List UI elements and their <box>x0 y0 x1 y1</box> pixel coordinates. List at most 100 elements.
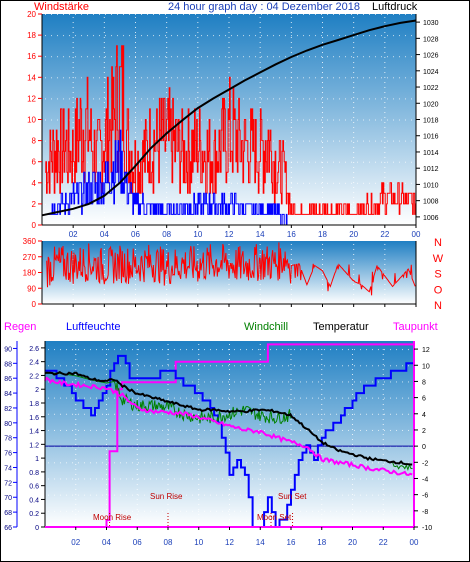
grid-dot <box>291 35 292 37</box>
grid-dot <box>231 182 232 184</box>
grid-dot <box>321 429 323 430</box>
grid-dot <box>216 413 217 415</box>
grid-dot <box>318 494 319 496</box>
grid-dot <box>84 381 85 383</box>
direction-y-tick-label: 360 <box>23 237 37 246</box>
grid-dot <box>171 14 172 15</box>
grid-dot <box>384 132 386 133</box>
grid-dot <box>300 494 301 496</box>
grid-dot <box>333 35 334 37</box>
grid-dot <box>384 299 386 300</box>
grid-dot <box>259 384 261 385</box>
grid-dot <box>339 161 340 163</box>
grid-dot <box>57 56 58 58</box>
grid-dot <box>144 365 145 367</box>
grid-dot <box>321 519 323 520</box>
grid-dot <box>330 462 331 464</box>
grid-dot <box>72 365 73 367</box>
grid-dot <box>290 197 292 198</box>
grid-dot <box>135 56 136 58</box>
grid-dot <box>57 14 58 15</box>
grid-dot <box>123 161 124 163</box>
grid-dot <box>366 510 367 512</box>
grid-dot <box>321 384 323 385</box>
grid-dot <box>336 429 337 431</box>
grid-dot <box>291 161 292 163</box>
grid-dot <box>167 524 169 525</box>
grid-dot <box>360 478 361 480</box>
grid-dot <box>369 182 370 184</box>
grid-dot <box>264 381 265 383</box>
grid-dot <box>106 464 107 465</box>
grid-dot <box>363 161 364 163</box>
grid-dot <box>159 35 160 37</box>
grid-dot <box>369 56 370 58</box>
grid-dot <box>167 504 169 505</box>
grid-dot <box>138 349 139 351</box>
grid-dot <box>408 397 409 399</box>
grid-dot <box>136 489 138 490</box>
grid-dot <box>75 484 77 485</box>
grid-dot <box>136 389 138 390</box>
grid-dot <box>99 98 100 100</box>
grid-dot <box>48 429 49 431</box>
grid-dot <box>322 67 323 68</box>
grid-dot <box>166 192 168 193</box>
grid-dot <box>216 349 217 351</box>
grid-dot <box>103 177 105 178</box>
windchill-label: Windchill <box>244 321 288 333</box>
grid-dot <box>259 464 261 465</box>
grid-dot <box>72 62 74 63</box>
grid-dot <box>290 202 292 203</box>
grid-dot <box>129 35 130 37</box>
grid-dot <box>321 394 323 395</box>
grid-dot <box>105 35 106 37</box>
grid-dot <box>129 140 130 142</box>
grid-dot <box>259 249 261 250</box>
grid-dot <box>228 510 229 512</box>
humidity-y-tick-label: 68 <box>4 510 12 517</box>
grid-dot <box>264 478 265 480</box>
grid-dot <box>75 354 77 355</box>
grid-dot <box>321 419 323 420</box>
grid-dot <box>321 349 323 350</box>
grid-dot <box>69 56 70 58</box>
grid-dot <box>322 147 323 148</box>
grid-dot <box>297 98 298 100</box>
grid-dot <box>279 35 280 37</box>
grid-dot <box>167 389 169 390</box>
grid-dot <box>273 140 274 142</box>
grid-dot <box>396 397 397 399</box>
regen-y-tick-label: 1.6 <box>29 415 39 422</box>
humidity-y-tick-label: 72 <box>4 480 12 487</box>
grid-dot <box>48 397 49 399</box>
grid-dot <box>174 397 175 399</box>
grid-dot <box>207 77 208 79</box>
grid-dot <box>210 397 211 399</box>
grid-dot <box>322 264 323 265</box>
grid-dot <box>321 454 323 455</box>
grid-dot <box>322 284 323 285</box>
grid-dot <box>322 22 323 23</box>
grid-dot <box>144 494 145 496</box>
grid-dot <box>322 57 323 58</box>
grid-dot <box>136 509 138 510</box>
grid-dot <box>322 279 323 280</box>
grid-dot <box>186 381 187 383</box>
grid-dot <box>354 462 355 464</box>
grid-dot <box>198 434 200 435</box>
grid-dot <box>290 52 292 53</box>
grid-dot <box>51 140 52 142</box>
grid-dot <box>322 32 323 33</box>
grid-dot <box>72 117 74 118</box>
grid-dot <box>357 119 358 121</box>
grid-dot <box>336 349 337 351</box>
grid-dot <box>290 67 292 68</box>
grid-dot <box>78 413 79 415</box>
grid-dot <box>198 379 200 380</box>
grid-dot <box>322 112 323 113</box>
grid-dot <box>96 397 97 399</box>
grid-dot <box>322 269 323 270</box>
grid-dot <box>138 429 139 431</box>
grid-dot <box>166 254 168 255</box>
